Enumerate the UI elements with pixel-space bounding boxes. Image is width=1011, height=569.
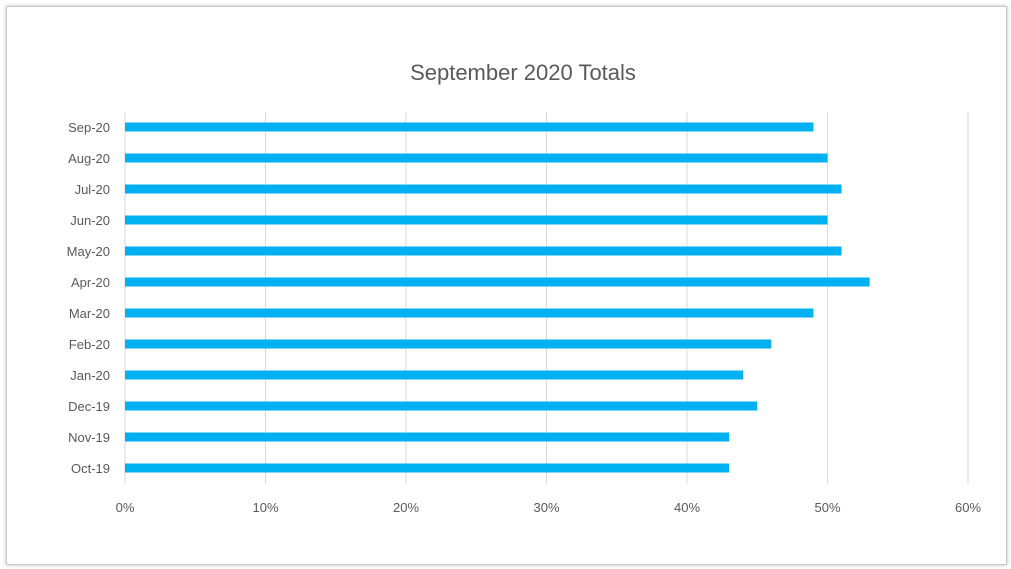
x-tick-label: 40% <box>674 500 700 515</box>
y-tick-label: Dec-19 <box>68 399 110 414</box>
chart-title: September 2020 Totals <box>410 60 636 85</box>
category-axis: Sep-20 Aug-20 Jul-20 Jun-20 May-20 Apr-20 Mar-… <box>67 120 110 476</box>
bars <box>125 122 870 473</box>
bar <box>125 308 814 318</box>
bar <box>125 122 814 132</box>
y-tick-label: Jun-20 <box>70 213 110 228</box>
x-tick-label: 30% <box>533 500 559 515</box>
y-tick-label: Jul-20 <box>75 182 110 197</box>
bar <box>125 277 870 287</box>
y-tick-label: Aug-20 <box>68 151 110 166</box>
x-tick-label: 60% <box>955 500 981 515</box>
y-tick-label: Nov-19 <box>68 430 110 445</box>
bar <box>125 432 730 442</box>
bar <box>125 401 758 411</box>
x-tick-label: 20% <box>393 500 419 515</box>
y-tick-label: Jan-20 <box>70 368 110 383</box>
y-tick-label: Sep-20 <box>68 120 110 135</box>
gridlines <box>124 112 969 484</box>
bar <box>125 153 828 163</box>
x-tick-label: 10% <box>252 500 278 515</box>
y-tick-label: Apr-20 <box>71 275 110 290</box>
x-tick-label: 50% <box>814 500 840 515</box>
y-tick-label: Mar-20 <box>69 306 110 321</box>
bar <box>125 339 772 349</box>
y-tick-label: May-20 <box>67 244 110 259</box>
bar <box>125 215 828 225</box>
x-tick-label: 0% <box>116 500 135 515</box>
y-tick-label: Feb-20 <box>69 337 110 352</box>
bar <box>125 463 730 473</box>
bar <box>125 184 842 194</box>
value-axis: 0% 10% 20% 30% 40% 50% 60% <box>116 500 982 515</box>
bar <box>125 370 744 380</box>
bar <box>125 246 842 256</box>
y-tick-label: Oct-19 <box>71 461 110 476</box>
